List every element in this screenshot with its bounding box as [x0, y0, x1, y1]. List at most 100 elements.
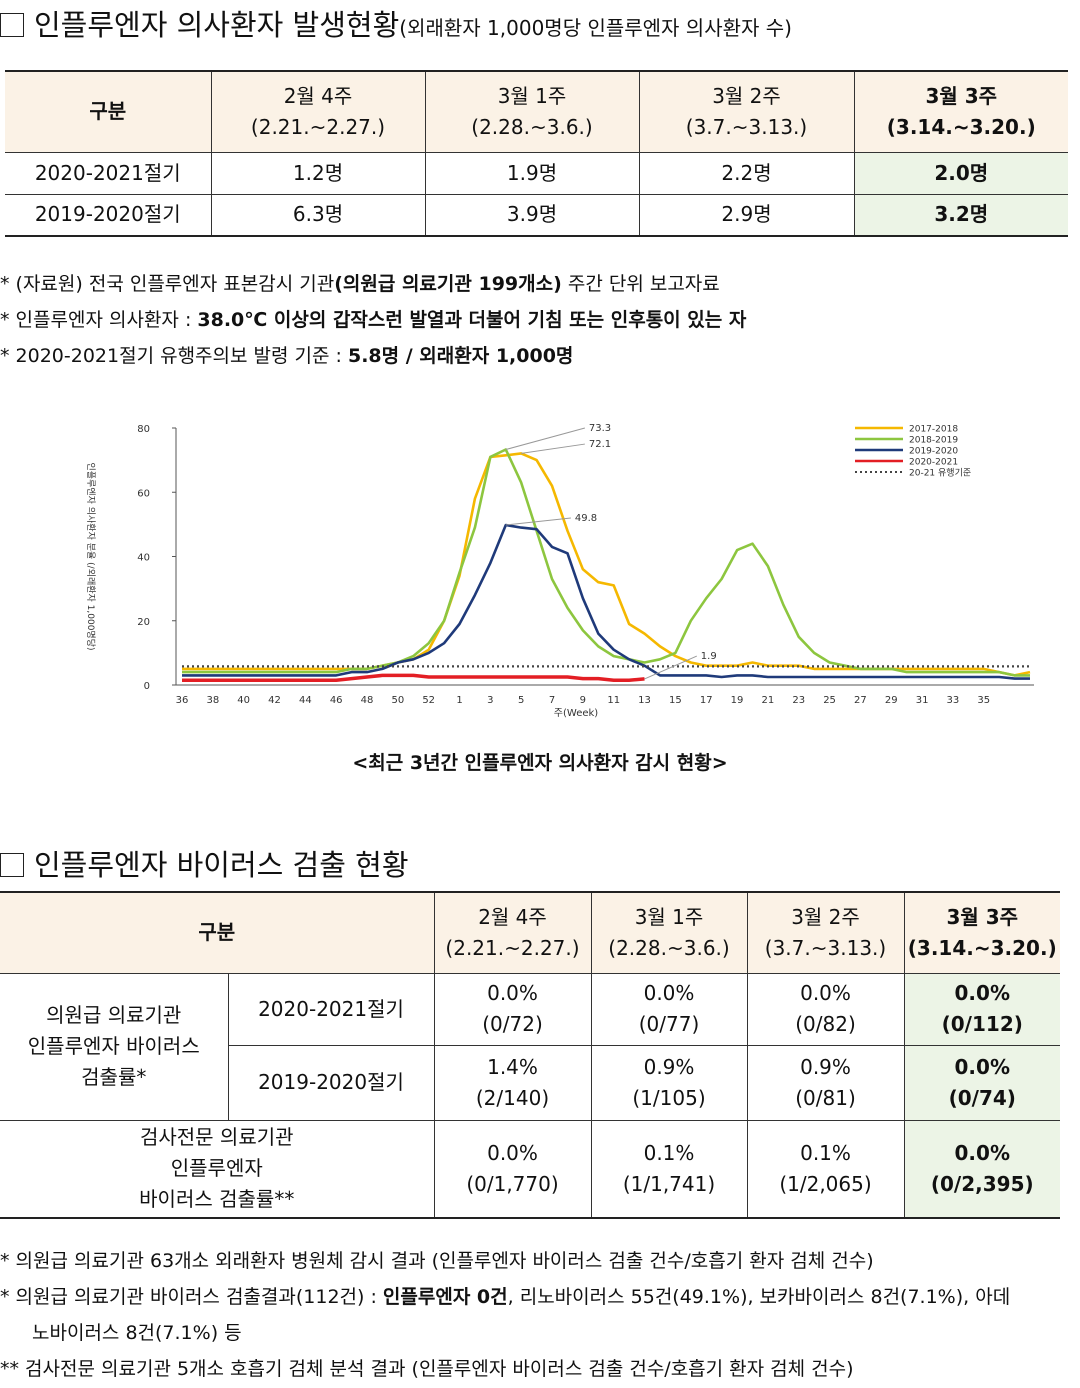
- note-2-cont: 노바이러스 8건(7.1%) 등: [32, 1322, 242, 1344]
- x-tick-label: 42: [268, 695, 281, 706]
- table-row: 2020-2021절기 1.2명 1.9명 2.2명 2.0명: [5, 152, 1068, 195]
- cell: 3.9명: [425, 194, 640, 236]
- header-week: 3월 2주 (3.7.~3.13.): [747, 892, 905, 974]
- annotation-label: 73.3: [589, 423, 611, 434]
- cell: 0.1% (1/1,741): [591, 1120, 748, 1218]
- y-tick-label: 40: [137, 553, 150, 564]
- x-tick-label: 50: [391, 695, 404, 706]
- group2-label: 검사전문 의료기관 인플루엔자 바이러스 검출률**: [0, 1120, 435, 1218]
- legend-label: 2020-2021: [909, 458, 958, 468]
- note-1: * (자료원) 전국 인플루엔자 표본감시 기관(의원급 의료기관 199개소)…: [0, 273, 720, 295]
- annotation-leader: [505, 517, 571, 526]
- virus-detection-table: 구분 2월 4주 (2.21.~2.27.) 3월 1주 (2.28.~3.6.) …: [0, 891, 1060, 1219]
- x-tick-label: 36: [176, 695, 189, 706]
- annotation-leader: [644, 655, 698, 680]
- x-tick-label: 40: [237, 695, 250, 706]
- annotation-label: 72.1: [589, 439, 611, 450]
- cell-current: 0.0% (0/2,395): [904, 1120, 1060, 1218]
- cell-current: 0.0% (0/74): [904, 1045, 1060, 1121]
- x-tick-label: 48: [361, 695, 374, 706]
- cell-current: 3.2명: [854, 194, 1068, 236]
- checkbox-icon: [0, 853, 24, 877]
- legend-label: 20-21 유행기준: [909, 467, 971, 479]
- cell: 2.2명: [639, 152, 855, 195]
- section1-subtitle: (외래환자 1,000명당 인플루엔자 의사환자 수): [399, 16, 792, 40]
- header-week: 3월 1주 (2.28.~3.6.): [425, 71, 640, 153]
- annotation-leader: [521, 443, 585, 454]
- x-tick-label: 19: [731, 695, 744, 706]
- x-tick-label: 44: [299, 695, 312, 706]
- table-row: 2019-2020절기 6.3명 3.9명 2.9명 3.2명: [5, 194, 1068, 236]
- series-line-2019-2020: [182, 523, 1030, 680]
- influenza-ili-table: 구분 2월 4주 (2.21.~2.27.) 3월 1주 (2.28.~3.6.) …: [5, 70, 1068, 237]
- y-axis-label: 인플루엔자 의사환자 분율 (/외래환자 1,000명당): [85, 462, 97, 650]
- cell: 0.0% (0/72): [434, 973, 592, 1046]
- chart-caption: <최근 3년간 인플루엔자 의사환자 감시 현황>: [352, 752, 728, 774]
- note-3: ** 검사전문 의료기관 5개소 호흡기 검체 분석 결과 (인플루엔자 바이러…: [0, 1358, 854, 1380]
- series-line-2018-2019: [182, 448, 1030, 677]
- cell: 0.1% (1/2,065): [747, 1120, 905, 1218]
- y-tick-label: 80: [137, 424, 150, 435]
- header-category: 구분: [0, 892, 435, 974]
- x-tick-label: 46: [330, 695, 343, 706]
- group1-label: 의원급 의료기관 인플루엔자 바이러스 검출률*: [0, 973, 229, 1121]
- row-label: 2020-2021절기: [228, 973, 435, 1046]
- ili-line-chart: 0 20 40 60 80 인플루엔자 의사환자 분율 (/외래환자 1,000명당) 36…: [85, 423, 1034, 719]
- cell: 0.0% (0/82): [747, 973, 905, 1046]
- x-tick-label: 23: [792, 695, 805, 706]
- x-tick-label: 25: [823, 695, 836, 706]
- table-row: 검사전문 의료기관 인플루엔자 바이러스 검출률** 0.0% (0/1,770) 0…: [0, 1120, 1060, 1218]
- header-week: 3월 1주 (2.28.~3.6.): [591, 892, 748, 974]
- cell: 1.4% (2/140): [434, 1045, 592, 1121]
- x-tick-label: 11: [607, 695, 620, 706]
- checkbox-icon: [0, 13, 24, 37]
- x-tick-label: 35: [977, 695, 990, 706]
- cell: 6.3명: [211, 194, 426, 236]
- row-label: 2019-2020절기: [5, 194, 212, 236]
- x-tick-label: 33: [947, 695, 960, 706]
- x-tick-label: 9: [580, 695, 586, 706]
- x-tick-label: 38: [206, 695, 219, 706]
- series-line-2020-2021: [182, 673, 645, 682]
- header-week: 3월 2주 (3.7.~3.13.): [639, 71, 855, 153]
- section2-notes: * 의원급 의료기관 63개소 외래환자 병원체 감시 결과 (인플루엔자 바이…: [0, 1243, 1010, 1387]
- cell: 0.9% (0/81): [747, 1045, 905, 1121]
- header-week: 2월 4주 (2.21.~2.27.): [211, 71, 426, 153]
- annotation-leader: [505, 427, 586, 451]
- cell-current: 2.0명: [854, 152, 1068, 195]
- cell: 1.2명: [211, 152, 426, 195]
- x-tick-label: 31: [916, 695, 929, 706]
- table-row: 2019-2020절기 1.4% (2/140) 0.9% (1/105) 0.9%…: [0, 1045, 1060, 1121]
- x-tick-label: 3: [487, 695, 493, 706]
- x-tick-label: 21: [762, 695, 775, 706]
- table-row: 의원급 의료기관 인플루엔자 바이러스 검출률* 2020-2021절기 0.0%(…: [0, 973, 1060, 1121]
- legend-label: 2017-2018: [909, 425, 958, 435]
- cell: 0.9% (1/105): [591, 1045, 748, 1121]
- x-tick-label: 52: [422, 695, 435, 706]
- annotation-label: 49.8: [575, 513, 597, 524]
- y-tick-label: 0: [144, 681, 150, 692]
- note-1: * 의원급 의료기관 63개소 외래환자 병원체 감시 결과 (인플루엔자 바이…: [0, 1250, 874, 1272]
- y-tick-label: 60: [137, 488, 150, 499]
- x-tick-label: 1: [456, 695, 462, 706]
- row-label: 2019-2020절기: [228, 1045, 435, 1121]
- header-week-current: 3월 3주 (3.14.~3.20.): [904, 892, 1060, 974]
- note-2: * 인플루엔자 의사환자 : 38.0℃ 이상의 갑작스런 발열과 더불어 기침…: [0, 309, 747, 331]
- section1-title: 인플루엔자 의사환자 발생현황(외래환자 1,000명당 인플루엔자 의사환자 …: [0, 2, 792, 44]
- note-3: * 2020-2021절기 유행주의보 발령 기준 : 5.8명 / 외래환자 …: [0, 345, 574, 367]
- x-tick-label: 29: [885, 695, 898, 706]
- cell-current: 0.0% (0/112): [904, 973, 1060, 1046]
- cell: 0.0% (0/77): [591, 973, 748, 1046]
- legend-label: 2019-2020: [909, 447, 958, 457]
- cell: 1.9명: [425, 152, 640, 195]
- cell: 0.0% (0/1,770): [434, 1120, 592, 1218]
- annotation-label: 1.9: [701, 651, 717, 662]
- x-axis-label: 주(Week): [554, 708, 598, 719]
- section2-title: 인플루엔자 바이러스 검출 현황: [0, 842, 409, 884]
- section1-notes: * (자료원) 전국 인플루엔자 표본감시 기관(의원급 의료기관 199개소)…: [0, 266, 746, 374]
- x-tick-label: 27: [854, 695, 867, 706]
- x-tick-label: 15: [669, 695, 682, 706]
- header-week: 2월 4주 (2.21.~2.27.): [434, 892, 592, 974]
- legend-label: 2018-2019: [909, 436, 958, 446]
- note-2: * 의원급 의료기관 바이러스 검출결과(112건) : 인플루엔자 0건, 리…: [0, 1286, 1011, 1308]
